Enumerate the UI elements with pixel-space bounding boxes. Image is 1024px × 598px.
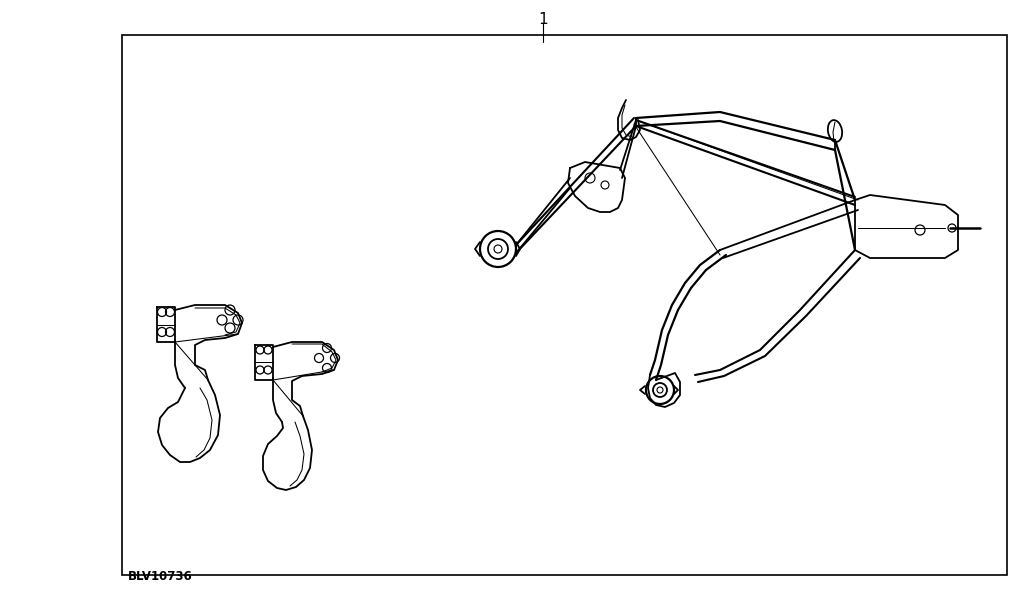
Text: 1: 1	[539, 12, 548, 27]
Text: BLV10736: BLV10736	[128, 570, 193, 583]
Bar	[122, 35, 1007, 575]
